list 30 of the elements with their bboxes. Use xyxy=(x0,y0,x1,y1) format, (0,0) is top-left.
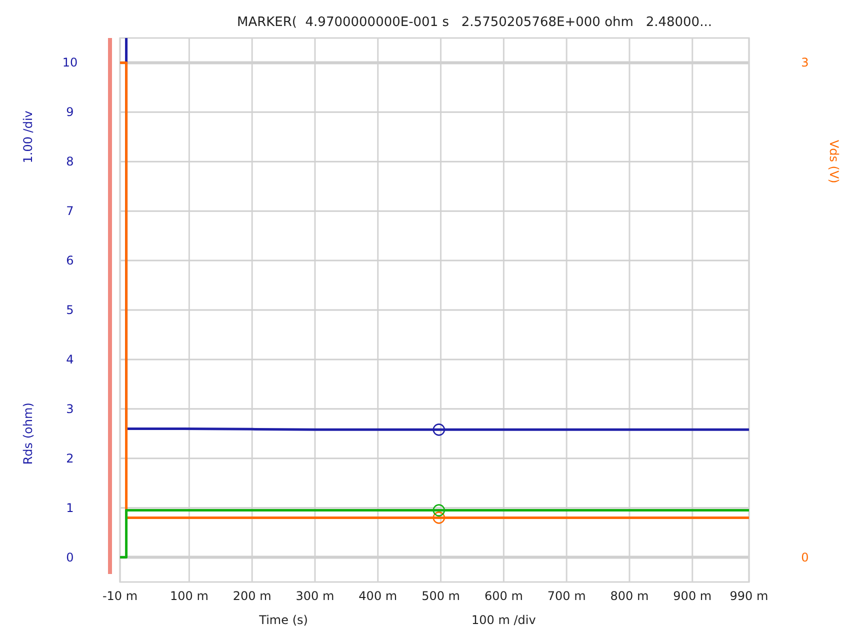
text: 100 m /div xyxy=(472,613,536,627)
y-tick-label: 2 xyxy=(66,451,74,466)
y-tick-label: 6 xyxy=(66,254,74,268)
y-tick-label: 1 xyxy=(66,500,74,515)
text: 1.00 /div xyxy=(21,110,35,164)
x-axis-title: Time (s) xyxy=(258,613,308,627)
x-tick-label: 900 m xyxy=(673,589,712,603)
x-tick-label: 400 m xyxy=(358,589,398,603)
y-tick-label: 8 xyxy=(66,154,74,169)
y-tick-label: 4 xyxy=(66,352,74,366)
x-tick-label: 600 m xyxy=(484,589,523,603)
x-tick-label: 800 m xyxy=(610,589,649,603)
y-tick-label: 0 xyxy=(66,550,74,564)
y-tick-label: 7 xyxy=(66,204,74,218)
y-axis-title: Rds (ohm) xyxy=(21,402,35,465)
y2-tick-label: 0 xyxy=(801,550,809,564)
x-tick-label: -10 m xyxy=(102,589,138,603)
y2-axis-title: Vds (V) xyxy=(827,140,841,184)
y-tick-label: 3 xyxy=(66,402,74,416)
x-tick-label: 300 m xyxy=(296,589,334,603)
y-tick-label: 10 xyxy=(62,56,78,70)
y-tick-label: 9 xyxy=(66,105,74,120)
chart-title: MARKER( 4.9700000000E-001 s 2.5750205768E+000 ohm 2.48000... xyxy=(237,15,712,30)
x-tick-label: 200 m xyxy=(232,589,272,603)
x-tick-label: 700 m xyxy=(547,589,586,603)
y-tick-label: 5 xyxy=(66,303,74,317)
x-tick-label: 100 m xyxy=(170,589,208,603)
x-tick-label: 990 m xyxy=(730,589,768,603)
y2-tick-label: 3 xyxy=(801,56,809,70)
x-tick-label: 500 m xyxy=(422,589,460,603)
